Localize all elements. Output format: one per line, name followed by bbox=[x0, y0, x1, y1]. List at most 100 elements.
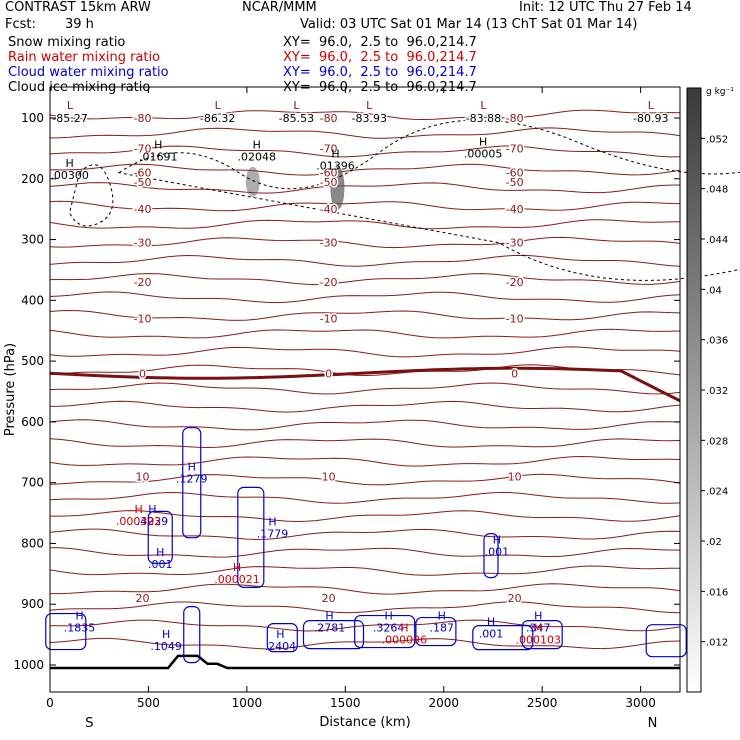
low-value: -83.88 bbox=[466, 112, 501, 125]
cloud-water-contour bbox=[415, 616, 457, 647]
cloud-water-max-value: .3264 bbox=[373, 622, 405, 635]
colorbar-tick-label: .032 bbox=[706, 386, 728, 397]
isotherm-line bbox=[49, 127, 681, 139]
cloud-water-max-marker: H bbox=[276, 628, 284, 641]
isotherm-label: -40 bbox=[506, 203, 524, 216]
rain-max-marker: H bbox=[233, 561, 241, 574]
low-value: -83.93 bbox=[352, 112, 387, 125]
south-label: S bbox=[85, 716, 93, 731]
rain-max-value: .000103 bbox=[516, 634, 562, 647]
colorbar-tick-label: .02 bbox=[706, 537, 722, 548]
isotherm-label: -20 bbox=[134, 276, 152, 289]
isotherm-label: 0 bbox=[139, 367, 146, 380]
colorbar-tick-label: .048 bbox=[706, 185, 728, 196]
cloud-water-max-value: .187 bbox=[430, 622, 455, 635]
cloud-water-max-marker: H bbox=[487, 616, 495, 629]
low-marker: L bbox=[293, 99, 300, 112]
colorbar-tick-label: .016 bbox=[706, 587, 728, 598]
isotherm-line bbox=[49, 109, 681, 121]
isotherm-label: -80 bbox=[506, 112, 524, 125]
isotherm-label: -30 bbox=[320, 237, 338, 250]
isotherm-label: -80 bbox=[320, 112, 338, 125]
cloud-water-max-value: .1279 bbox=[176, 473, 208, 486]
cloud-water-max-value: .2404 bbox=[265, 640, 297, 653]
field-snow-name: Snow mixing ratio bbox=[8, 35, 126, 50]
isotherm-line bbox=[49, 419, 681, 431]
field-rain-name: Rain water mixing ratio bbox=[8, 50, 161, 65]
isotherm-line bbox=[49, 291, 681, 304]
isotherm-label: -50 bbox=[506, 176, 524, 189]
rain-max-value: .000096 bbox=[382, 634, 428, 647]
cloud-water-contour bbox=[183, 606, 201, 664]
isotherm-label: -20 bbox=[320, 276, 338, 289]
isotherm-line bbox=[49, 601, 681, 614]
cloud-water-max-value: .001 bbox=[148, 558, 173, 571]
isotherm-line bbox=[49, 528, 681, 541]
isotherm-label: -40 bbox=[134, 203, 152, 216]
snow-max-value: .01396 bbox=[316, 160, 355, 173]
isotherm-label: -30 bbox=[134, 237, 152, 250]
low-value: -85.53 bbox=[279, 112, 314, 125]
low-value: -85.27 bbox=[52, 112, 87, 125]
isotherm-line bbox=[50, 619, 681, 632]
isotherm-label: -20 bbox=[506, 276, 524, 289]
snow-max-value: .01691 bbox=[139, 151, 178, 164]
fcst-value: 39 h bbox=[65, 17, 94, 32]
rain-max-marker: H bbox=[534, 622, 542, 635]
x-tick-label: 1000 bbox=[232, 696, 263, 710]
model-title: CONTRAST 15km ARW bbox=[5, 0, 151, 15]
low-marker: L bbox=[648, 99, 655, 112]
x-axis-label: Distance (km) bbox=[319, 715, 410, 730]
isotherm-label: -40 bbox=[320, 203, 338, 216]
colorbar-tick-label: .04 bbox=[706, 285, 722, 296]
isotherm-label: -60 bbox=[506, 167, 524, 180]
snow-max-marker: H bbox=[253, 139, 261, 152]
isotherm-line bbox=[49, 346, 681, 358]
isotherm-label: -60 bbox=[134, 167, 152, 180]
isotherm-line bbox=[49, 163, 681, 176]
cloud-water-max-marker: H bbox=[325, 610, 333, 623]
isotherm-label: 20 bbox=[322, 592, 336, 605]
zero-isotherm bbox=[49, 366, 681, 403]
isotherm-line bbox=[49, 200, 681, 212]
cloud-water-contour bbox=[645, 624, 687, 658]
colorbar-unit: g kg⁻¹ bbox=[706, 87, 734, 97]
isotherm-label: 10 bbox=[508, 471, 522, 484]
cloud-water-max-marker: H bbox=[75, 610, 83, 623]
cloud-water-contour bbox=[237, 486, 265, 588]
surface-line bbox=[49, 654, 680, 670]
cloud-water-contour bbox=[472, 625, 534, 651]
y-tick-label: 700 bbox=[21, 476, 44, 490]
isotherm-line bbox=[49, 473, 681, 486]
colorbar-tick-label: .036 bbox=[706, 336, 728, 347]
colorbar-tick-label: .024 bbox=[706, 487, 728, 498]
low-marker: L bbox=[215, 99, 222, 112]
isotherm-label: 0 bbox=[325, 367, 332, 380]
cloud-water-contour bbox=[302, 620, 365, 650]
north-label: N bbox=[648, 716, 658, 731]
snow-max-marker: H bbox=[331, 148, 339, 161]
isotherm-label: 10 bbox=[136, 471, 150, 484]
plot-frame bbox=[49, 86, 681, 693]
cloud-water-max-marker: H bbox=[268, 515, 276, 528]
y-tick-label: 900 bbox=[21, 597, 44, 611]
cloud-water-contour bbox=[45, 612, 87, 651]
cloud-water-contour bbox=[354, 614, 416, 649]
isotherm-line bbox=[50, 510, 681, 523]
cloud-water-contour bbox=[182, 427, 202, 539]
colorbar-tick-label: .012 bbox=[706, 638, 728, 649]
cloud-water-max-marker: H bbox=[148, 503, 156, 516]
cloud-water-contour bbox=[483, 532, 499, 579]
isotherm-label: 10 bbox=[322, 471, 336, 484]
low-marker: L bbox=[480, 99, 487, 112]
isotherm-line bbox=[50, 547, 681, 558]
x-tick-label: 2500 bbox=[527, 696, 558, 710]
rain-max-marker: H bbox=[134, 503, 142, 516]
cloud-water-max-value: .001 bbox=[485, 546, 510, 559]
cloud-water-contour bbox=[147, 510, 173, 564]
cloud-water-max-marker: H bbox=[156, 546, 164, 559]
snow-max-marker: H bbox=[154, 139, 162, 152]
isotherm-line bbox=[49, 328, 681, 339]
isotherm-label: -70 bbox=[320, 142, 338, 155]
isotherm-line bbox=[49, 236, 681, 249]
